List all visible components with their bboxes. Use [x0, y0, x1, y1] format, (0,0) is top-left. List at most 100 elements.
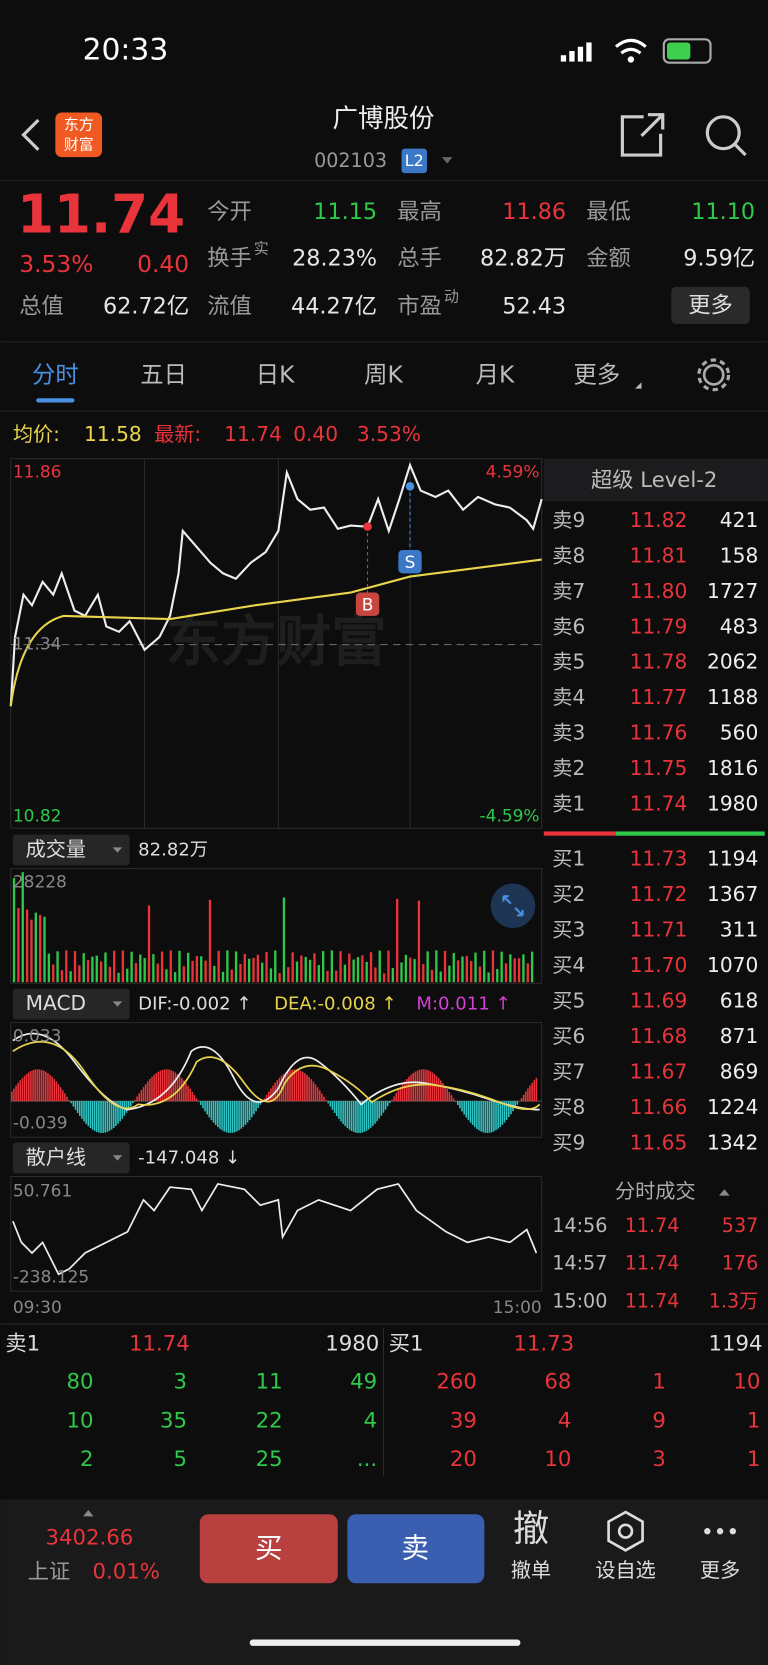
cancel-label[interactable]: 撤单 [511, 1558, 551, 1582]
volume-bar [526, 963, 529, 983]
volume-bar [304, 956, 307, 983]
buy-price: 11.70 [630, 953, 688, 977]
volume-bar [39, 914, 42, 983]
volume-bar [204, 960, 207, 983]
more-button[interactable] [671, 286, 750, 324]
volume-bar [356, 957, 360, 983]
volume-bar [52, 964, 55, 983]
volume-bar [182, 966, 186, 983]
retail-selector[interactable] [12, 1142, 130, 1174]
last-label: 最新: [154, 422, 201, 446]
index-arrow[interactable] [82, 1509, 94, 1517]
expand-button[interactable] [490, 883, 536, 929]
volume-bar [34, 912, 37, 983]
volume-bar [86, 960, 90, 983]
queue-volume: 1980 [325, 1331, 379, 1356]
field-label-sup: 动 [444, 287, 459, 305]
retail-label: 散户线 [26, 1145, 86, 1169]
volume-bar [487, 972, 490, 983]
sell-volume: 560 [720, 721, 758, 745]
volume-bar [187, 952, 190, 983]
buy-label: 买6 [552, 1024, 585, 1048]
buy-volume: 869 [720, 1059, 758, 1083]
volume-bar [504, 963, 508, 983]
tab[interactable]: 月K [476, 360, 515, 388]
back-button[interactable] [21, 118, 40, 151]
share-button[interactable] [620, 113, 665, 157]
tab[interactable]: 分时 [32, 360, 79, 388]
watch-label[interactable]: 设自选 [595, 1558, 655, 1582]
logo[interactable] [55, 112, 103, 158]
sell-volume: 421 [720, 508, 758, 532]
buy-price: 11.72 [630, 882, 688, 906]
volume-bar [321, 951, 325, 983]
volume-bar [243, 953, 246, 983]
volume-bar [195, 956, 199, 983]
search-button[interactable] [705, 115, 741, 151]
tab[interactable]: 更多 [574, 360, 621, 388]
volume-bar [169, 950, 172, 983]
level2-title: 超级 Level-2 [591, 468, 717, 493]
queue-order: 20 [450, 1447, 477, 1472]
queue-order: 5 [174, 1447, 188, 1472]
settings-button[interactable] [702, 363, 725, 386]
stock-name: 广博股份 [333, 104, 435, 134]
macd-bars [10, 1069, 542, 1134]
tab[interactable]: 周K [364, 360, 403, 388]
buy-button[interactable] [199, 1514, 338, 1584]
trade-price: 11.74 [625, 1214, 680, 1237]
volume-bar [213, 965, 216, 983]
cancel-icon[interactable]: 撤 [513, 1507, 549, 1550]
dropdown-arrow[interactable] [441, 157, 453, 164]
volume-bar [21, 872, 24, 983]
volume-bar [91, 956, 94, 983]
price-line [9, 461, 543, 707]
volume-bar [404, 954, 408, 983]
macd-selector[interactable] [12, 988, 130, 1020]
trade-time: 14:56 [552, 1214, 607, 1237]
volume-bar [104, 952, 107, 983]
field-label: 金额 [586, 246, 631, 272]
sell-label: 卖6 [552, 614, 585, 638]
volume-bar [422, 964, 425, 983]
sell-marker[interactable] [398, 550, 422, 574]
field-label: 换手 [207, 246, 252, 272]
volume-bar [491, 950, 495, 983]
volume-bar [308, 959, 312, 983]
time-start: 09:30 [13, 1298, 62, 1318]
sell-price: 11.75 [630, 756, 688, 780]
tab[interactable]: 五日 [140, 360, 187, 388]
sell-volume: 1188 [707, 685, 758, 709]
volume-bar [287, 967, 290, 983]
volume-bar [261, 962, 264, 983]
volume-bar [230, 969, 233, 983]
volume-bar [361, 955, 364, 983]
volume-frame [10, 868, 543, 984]
volume-bar [426, 951, 429, 983]
home-indicator [249, 1639, 521, 1646]
settings-gear [697, 358, 731, 392]
sell-button[interactable] [347, 1514, 485, 1584]
watch-icon[interactable] [607, 1510, 644, 1552]
volume-bar [500, 951, 503, 983]
volume-bar [365, 961, 368, 983]
last-change: 0.40 [293, 422, 338, 446]
volume-bar [30, 919, 33, 983]
volume-selector[interactable] [12, 834, 130, 866]
more-icon[interactable] [704, 1528, 737, 1535]
tab[interactable]: 日K [256, 360, 295, 388]
buy-marker[interactable] [355, 592, 380, 616]
field-value: 52.43 [502, 293, 566, 319]
queue-order: 4 [364, 1408, 378, 1433]
sell-label: 卖7 [552, 579, 585, 603]
clock: 20:33 [83, 32, 169, 67]
volume-bar [452, 953, 455, 983]
volume-bar [282, 897, 286, 983]
field-label: 最低 [586, 199, 631, 225]
avg-value: 11.58 [84, 422, 142, 446]
watermark: 东方财富 [166, 611, 387, 675]
more-label[interactable]: 更多 [700, 1558, 740, 1582]
volume-bar [413, 959, 416, 983]
trades-arrow[interactable] [719, 1189, 730, 1196]
